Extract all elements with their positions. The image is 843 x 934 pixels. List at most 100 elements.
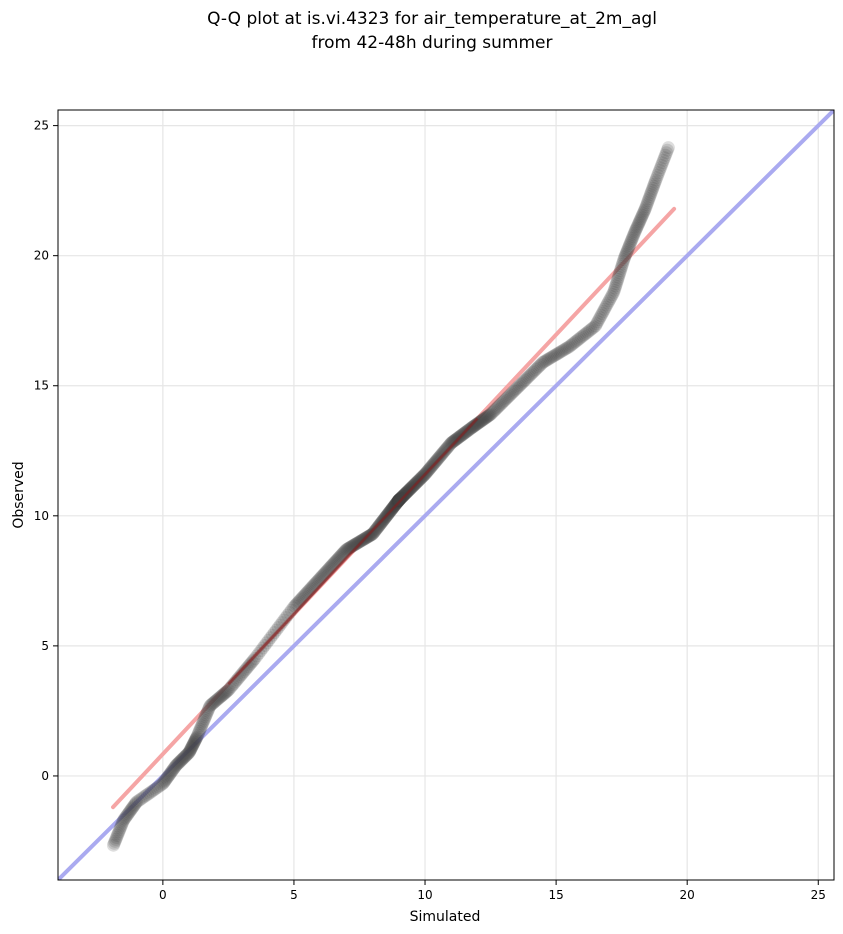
scatter-point [626, 230, 640, 244]
scatter-point [631, 218, 645, 232]
y-tick-label: 15 [34, 379, 49, 393]
scatter-point [216, 688, 230, 702]
scatter-point [392, 493, 406, 507]
scatter-point [153, 779, 167, 793]
scatter-point [602, 294, 616, 308]
scatter-point [181, 747, 195, 761]
scatter-point [558, 342, 572, 356]
scatter-point [615, 259, 629, 273]
scatter-point [148, 782, 162, 796]
scatter-point [246, 653, 260, 667]
y-tick-label: 10 [34, 509, 49, 523]
scatter-point [169, 758, 183, 772]
fit-line-overlay [227, 417, 479, 685]
scatter-point [592, 313, 606, 327]
scatter-point [369, 523, 383, 537]
scatter-point [393, 492, 407, 506]
scatter-point [542, 352, 556, 366]
scatter-point [499, 392, 513, 406]
scatter-point [133, 792, 147, 806]
scatter-point [351, 535, 365, 549]
scatter-point [120, 808, 134, 822]
scatter-point [392, 493, 406, 507]
scatter-point [127, 799, 141, 813]
scatter-point [372, 519, 386, 533]
scatter-point [155, 777, 169, 791]
scatter-point [349, 537, 363, 551]
scatter-point [392, 493, 406, 507]
scatter-point [641, 194, 655, 208]
scatter-point [607, 285, 621, 299]
scatter-point [236, 666, 250, 680]
scatter-point [629, 223, 643, 237]
scatter-point [634, 212, 648, 226]
scatter-point [444, 436, 458, 450]
scatter-point [443, 438, 457, 452]
scatter-point [204, 698, 218, 712]
scatter-point [543, 351, 557, 365]
scatter-point [658, 148, 672, 162]
scatter-point [508, 383, 522, 397]
scatter-point [526, 365, 540, 379]
scatter-point [610, 275, 624, 289]
scatter-point [510, 382, 524, 396]
scatter-point [481, 409, 495, 423]
scatter-point [544, 350, 558, 364]
scatter-point [167, 761, 181, 775]
scatter-point [646, 181, 660, 195]
scatter-point [392, 493, 406, 507]
scatter-point [622, 240, 636, 254]
scatter-point [242, 658, 256, 672]
scatter-point [394, 492, 408, 505]
scatter-point [478, 411, 492, 425]
scatter-point [353, 534, 367, 548]
scatter-point [479, 411, 493, 425]
scatter-point [215, 689, 228, 703]
scatter-point [613, 266, 627, 280]
scatter-point [612, 268, 626, 282]
scatter-point [351, 536, 365, 550]
scatter-point [607, 283, 621, 297]
scatter-point [656, 156, 670, 170]
chart-title-line-2: from 42-48h during summer [312, 33, 553, 53]
scatter-point [489, 402, 503, 416]
scatter-point [467, 419, 481, 433]
scatter-point [520, 371, 534, 385]
scatter-point [124, 803, 138, 817]
scatter-point [613, 264, 627, 278]
scatter-point [110, 830, 124, 844]
scatter-point [641, 196, 655, 210]
scatter-point [188, 733, 202, 747]
scatter-point [475, 414, 489, 428]
scatter-point [163, 766, 177, 780]
scatter-point [446, 435, 460, 448]
scatter-point [636, 207, 650, 221]
scatter-point [205, 697, 219, 711]
scatter-point [656, 153, 670, 167]
scatter-point [468, 418, 482, 432]
scatter-point [131, 794, 145, 808]
scatter-point [534, 357, 548, 371]
scatter-point [211, 692, 225, 706]
scatter-point [393, 492, 407, 506]
scatter-point [135, 791, 149, 805]
scatter-point [556, 343, 570, 357]
scatter-point [651, 168, 665, 182]
scatter-point [199, 708, 213, 722]
scatter-point [202, 702, 216, 716]
scatter-point [234, 668, 248, 682]
scatter-point [530, 361, 544, 375]
scatter-point [196, 715, 210, 729]
scatter-point [233, 669, 247, 683]
scatter-point [480, 410, 494, 424]
scatter-point [245, 655, 259, 669]
scatter-point [269, 623, 283, 637]
scatter-point [150, 781, 164, 795]
scatter-point [485, 406, 499, 420]
scatter-point [539, 354, 553, 368]
scatter-point [190, 730, 204, 744]
scatter-point [504, 387, 518, 401]
scatter-point [596, 304, 610, 318]
scatter-point [500, 391, 514, 405]
scatter-point [570, 334, 584, 348]
